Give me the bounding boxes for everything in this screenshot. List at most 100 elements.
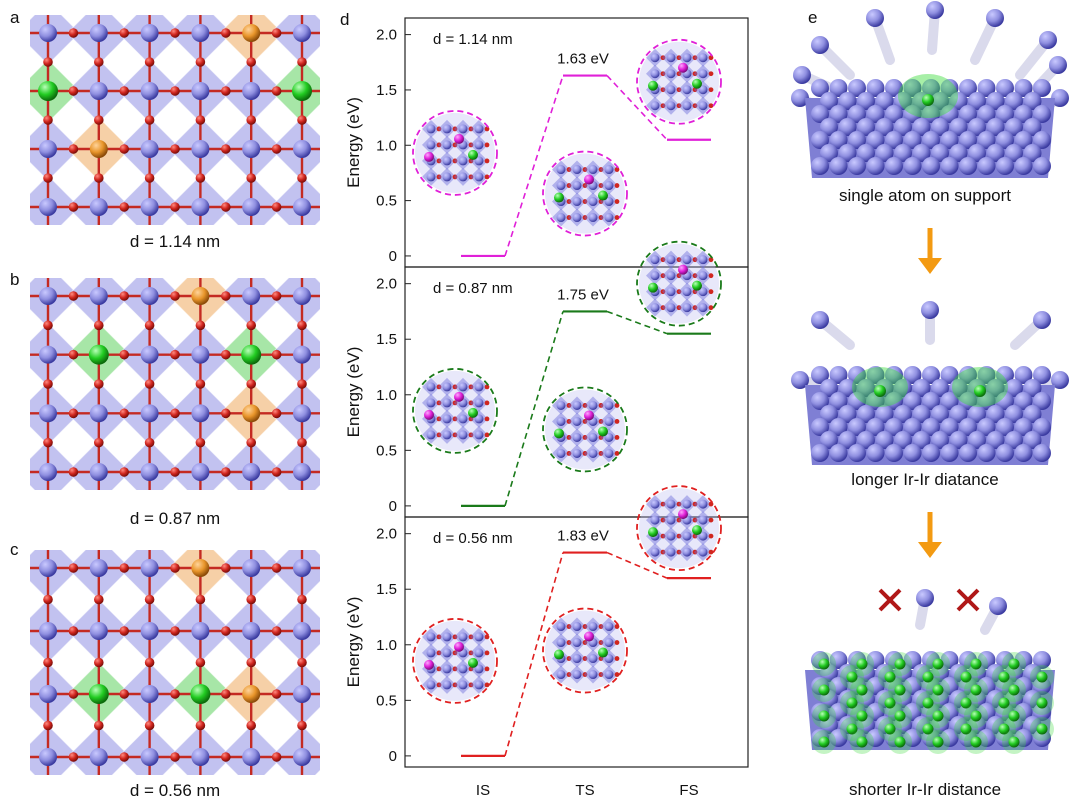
support-atom	[1014, 392, 1033, 410]
support-atom	[1033, 703, 1051, 721]
inset-atom	[572, 213, 582, 223]
inset-oxygen	[692, 71, 698, 77]
inset-ir-atom	[424, 659, 434, 670]
oxygen-atom	[195, 594, 206, 605]
y-tick-label: 1.0	[376, 637, 397, 654]
inset-atom	[698, 53, 708, 63]
oxygen-atom	[68, 202, 79, 212]
ir-atom	[856, 684, 868, 696]
incoming-atom	[1039, 31, 1057, 49]
support-atom	[922, 131, 940, 149]
support-atom	[811, 157, 829, 175]
oxygen-atom	[170, 86, 180, 96]
support-atom	[986, 379, 1005, 397]
dopant-atom	[191, 559, 210, 577]
inset-atom	[426, 632, 436, 642]
support-metal-atom	[191, 82, 210, 100]
ir-atom	[922, 671, 934, 683]
inset-atom	[588, 654, 598, 664]
reaction-path	[504, 552, 564, 757]
inset-atom	[572, 670, 582, 680]
inset-atom	[442, 156, 452, 166]
inset-oxygen	[468, 682, 474, 688]
support-metal-atom	[39, 140, 57, 158]
oxygen-atom	[195, 57, 206, 67]
ir-atom	[960, 723, 972, 735]
ir-atom	[974, 385, 986, 397]
inset-oxygen	[582, 672, 588, 677]
inset-atom	[426, 382, 436, 392]
inset-adsorbate-atom	[454, 391, 464, 402]
support-atom	[811, 131, 829, 149]
inset-atom	[698, 515, 708, 525]
support-atom	[829, 392, 848, 410]
inset-atom	[442, 124, 452, 134]
support-atom	[1023, 144, 1042, 162]
oxygen-atom	[119, 349, 129, 360]
inset-oxygen	[676, 305, 682, 311]
inset-atom	[442, 414, 452, 424]
inset-atom	[698, 85, 708, 95]
support-slab-3	[805, 651, 1055, 754]
state-inset-IS	[412, 617, 498, 704]
inset-atom	[698, 255, 708, 265]
support-atom	[940, 729, 959, 747]
inset-oxygen	[660, 273, 666, 279]
oxygen-atom	[297, 437, 307, 448]
oxygen-atom	[144, 437, 155, 448]
inset-oxygen	[708, 549, 714, 555]
support-atom	[838, 431, 857, 449]
inset-atom	[698, 69, 708, 79]
support-atom	[811, 418, 829, 436]
ir-atom	[884, 671, 896, 683]
oxygen-atom	[221, 349, 231, 360]
inset-oxygen	[484, 634, 490, 640]
inset-atom	[604, 416, 614, 426]
support-atom	[848, 418, 866, 436]
oxygen-atom	[68, 291, 79, 301]
inset-ir-atom	[692, 78, 702, 89]
oxygen-atom	[43, 594, 53, 605]
support-atom	[940, 79, 959, 97]
inset-oxygen	[582, 183, 588, 188]
inset-oxygen	[614, 167, 620, 172]
y-tick-label: 0	[389, 748, 397, 765]
oxygen-atom	[144, 320, 155, 331]
oxygen-atom	[246, 115, 256, 125]
inset-atom	[474, 414, 484, 424]
schematic-caption-1: single atom on support	[839, 186, 1011, 205]
y-tick-label: 2.0	[376, 276, 397, 293]
oxygen-atom	[43, 320, 53, 331]
oxygen-atom	[119, 689, 129, 699]
inset-oxygen	[452, 682, 458, 688]
inset-dashed-circle	[412, 617, 498, 704]
inset-atom	[698, 287, 708, 297]
y-tick-label: 2.0	[376, 526, 397, 543]
oxygen-atom	[68, 28, 79, 38]
ir-atom	[846, 697, 858, 709]
inset-oxygen	[676, 103, 682, 109]
inset-oxygen	[436, 384, 442, 390]
support-metal-atom	[191, 24, 210, 42]
support-atom	[922, 157, 940, 175]
oxygen-atom	[271, 408, 282, 419]
inset-atom	[666, 271, 676, 281]
inset-oxygen	[708, 305, 714, 311]
inset-ir-atom	[598, 190, 608, 201]
incoming-atom	[1051, 89, 1069, 107]
inset-atom	[650, 515, 660, 525]
oxygen-atom	[43, 379, 53, 389]
inset-oxygen	[582, 624, 588, 629]
inset-atom	[588, 432, 598, 442]
inset-oxygen	[614, 215, 620, 220]
dopant-atom	[242, 24, 261, 42]
support-atom	[820, 118, 838, 136]
inset-atom	[588, 213, 598, 223]
energy-profile-chart: 2.0 1.5 1.0 0.5 0 Energy (eV) d = 1.14 nm 1.63 …	[344, 17, 749, 799]
inset-background	[415, 620, 495, 701]
support-metal-atom	[293, 140, 311, 158]
support-atom	[977, 729, 996, 747]
inset-oxygen	[484, 384, 490, 390]
inset-oxygen	[692, 305, 698, 311]
inset-oxygen	[566, 435, 572, 440]
